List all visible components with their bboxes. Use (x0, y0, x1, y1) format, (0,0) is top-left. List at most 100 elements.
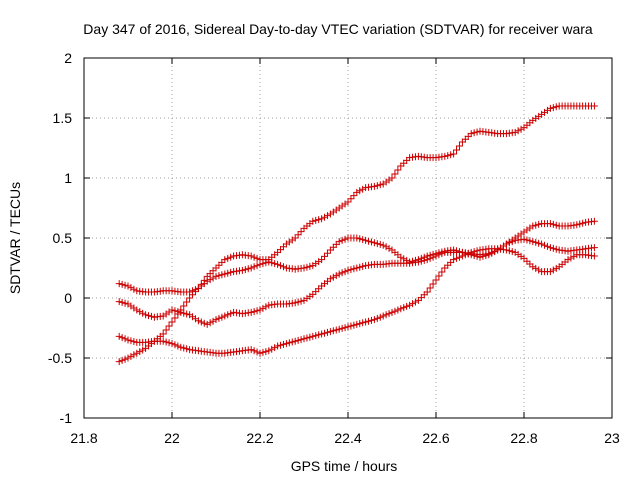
data-point (549, 266, 557, 274)
data-point (455, 248, 463, 256)
data-point (549, 244, 557, 252)
data-point (136, 308, 144, 316)
data-point (191, 288, 199, 296)
data-point (139, 309, 147, 317)
data-point (353, 264, 361, 272)
data-point (262, 303, 270, 311)
y-tick-label: 0.5 (53, 230, 73, 246)
data-point (341, 235, 349, 243)
data-point (212, 316, 220, 324)
data-point (576, 220, 584, 228)
data-point (491, 247, 499, 255)
data-point (168, 306, 176, 314)
data-point (359, 262, 367, 270)
data-point (529, 263, 537, 271)
data-point (332, 272, 340, 280)
data-point (194, 317, 202, 325)
data-point (171, 341, 179, 349)
data-point (306, 333, 314, 341)
data-point (318, 330, 326, 338)
data-point (406, 301, 414, 309)
data-point (350, 192, 358, 200)
data-point (517, 125, 525, 133)
data-point (338, 324, 346, 332)
data-point (567, 254, 575, 262)
data-point (241, 266, 249, 274)
data-point (206, 319, 214, 327)
data-point (552, 221, 560, 229)
data-point (121, 335, 129, 343)
data-point (221, 256, 229, 264)
data-point (218, 271, 226, 279)
data-point (535, 220, 543, 228)
data-point (291, 337, 299, 345)
data-point (297, 297, 305, 305)
data-point (168, 340, 176, 348)
data-point (288, 338, 296, 346)
data-point (403, 256, 411, 264)
data-point (118, 356, 126, 364)
data-point (247, 346, 255, 354)
data-point (373, 314, 381, 322)
data-point (546, 220, 554, 228)
data-point (227, 310, 235, 318)
data-point (227, 268, 235, 276)
data-point (335, 325, 343, 333)
data-point (400, 255, 408, 263)
data-point (411, 256, 419, 264)
data-point (224, 269, 232, 277)
data-point (165, 322, 173, 330)
data-point (183, 345, 191, 353)
data-point (411, 298, 419, 306)
data-point (379, 241, 387, 249)
data-point (165, 339, 173, 347)
data-point (532, 264, 540, 272)
data-point (356, 187, 364, 195)
data-point (394, 306, 402, 314)
data-point (279, 263, 287, 271)
data-point (549, 220, 557, 228)
y-tick-label: -1 (60, 410, 73, 426)
data-point (376, 313, 384, 321)
data-point (250, 347, 258, 355)
data-point (508, 248, 516, 256)
y-tick-label: 2 (64, 50, 72, 66)
data-point (538, 240, 546, 248)
data-point (365, 237, 373, 245)
data-point (180, 344, 188, 352)
data-point (453, 254, 461, 262)
data-point (315, 331, 323, 339)
x-tick-label: 22.6 (422, 430, 449, 446)
data-point (417, 254, 425, 262)
data-point (444, 152, 452, 160)
data-point (256, 306, 264, 314)
data-point (279, 340, 287, 348)
chart-title: Day 347 of 2016, Sidereal Day-to-day VTE… (83, 21, 593, 37)
y-axis-label: SDTVAR / TECUs (7, 182, 23, 294)
data-point (259, 260, 267, 268)
data-point (347, 195, 355, 203)
data-point (318, 256, 326, 264)
data-point (356, 263, 364, 271)
data-point (347, 322, 355, 330)
data-point (532, 238, 540, 246)
data-point (268, 259, 276, 267)
data-point (262, 348, 270, 356)
data-point (590, 252, 598, 260)
data-point (347, 266, 355, 274)
data-point (403, 302, 411, 310)
data-point (505, 247, 513, 255)
data-point (133, 349, 141, 357)
data-point (118, 334, 126, 342)
tick-layer: 21.8 22 22.2 22.4 22.6 22.8 23 -1 -0.5 0 0.5 1 1.5 2 (48, 50, 620, 446)
data-point (323, 212, 331, 220)
data-point (511, 128, 519, 136)
data-point (376, 181, 384, 189)
data-point (227, 253, 235, 261)
data-point (247, 308, 255, 316)
data-point (426, 251, 434, 259)
data-point (590, 244, 598, 252)
data-point (409, 300, 417, 308)
data-point (291, 234, 299, 242)
data-point (189, 291, 197, 299)
